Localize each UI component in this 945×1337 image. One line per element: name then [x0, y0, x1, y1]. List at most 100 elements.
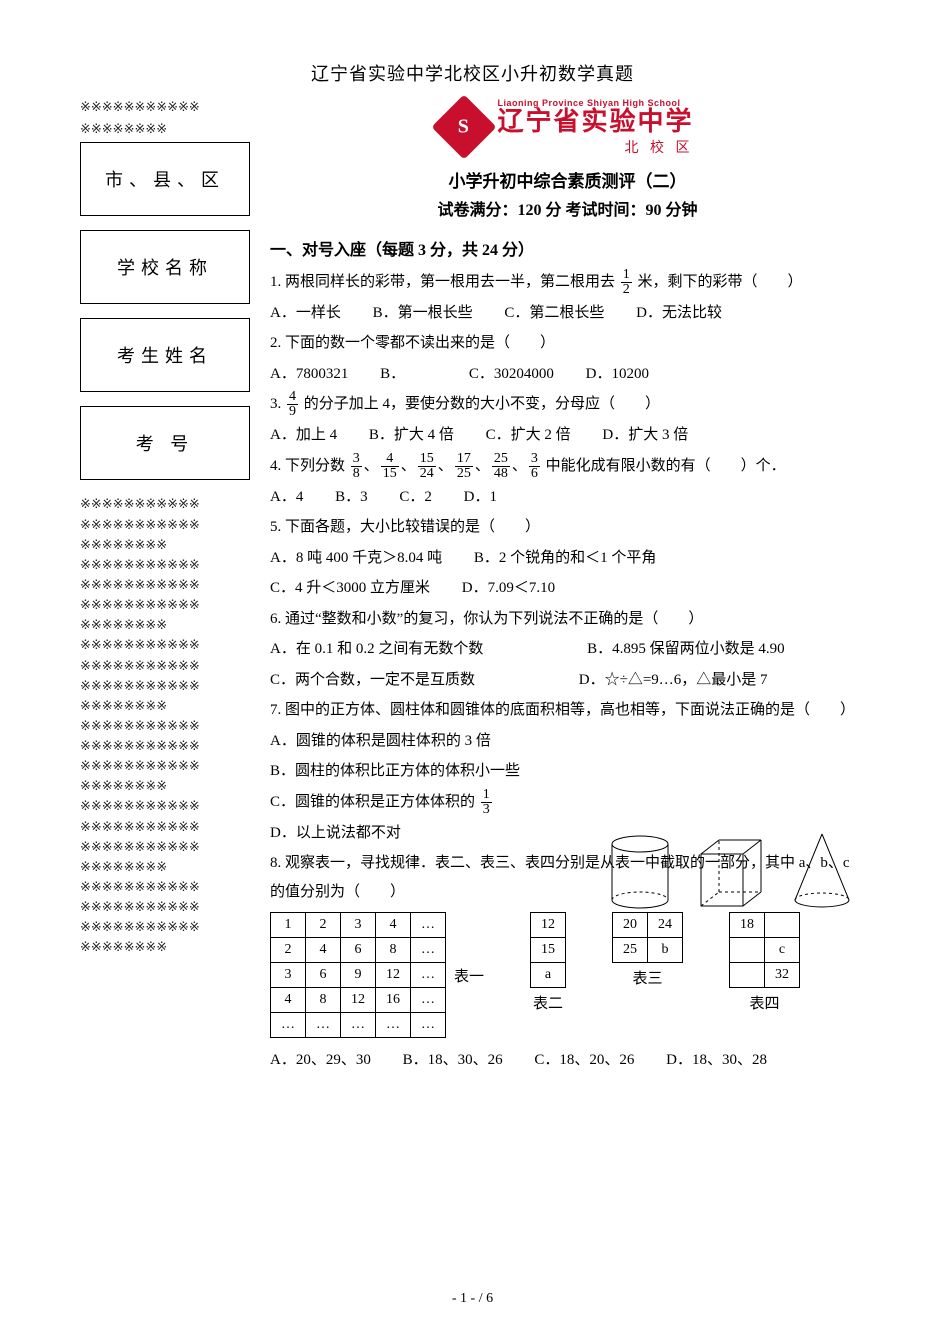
q6-opt-b: B．4.895 保留两位小数是 4.90: [587, 635, 785, 664]
q7-frac: 1 3: [481, 788, 492, 817]
t4-cell: c: [765, 938, 800, 963]
t4-cell: [730, 963, 765, 988]
q8-table-4: 18c32: [729, 912, 800, 988]
cone-icon: [789, 830, 855, 912]
t1-cell: 12: [376, 963, 411, 988]
t3-cell: 24: [648, 913, 683, 938]
t1-cell: 4: [376, 913, 411, 938]
q1-frac-den: 2: [621, 283, 632, 297]
q8-t3-label: 表三: [633, 967, 663, 988]
q6-opt-d: D．☆÷△=9…6，△最小是 7: [579, 666, 768, 695]
q8-t2-label: 表二: [533, 992, 563, 1013]
t4-cell: 32: [765, 963, 800, 988]
q4-frac-0: 38: [351, 452, 362, 481]
q4-opt-c: C．2: [399, 483, 432, 512]
t1-cell: …: [306, 1013, 341, 1038]
info-box-district: 市、县、区: [80, 142, 250, 216]
q3-stem: 3. 4 9 的分子加上 4，要使分数的大小不变，分母应（ ）: [270, 390, 865, 419]
q7-shapes: [605, 830, 855, 912]
school-name-cn: 辽宁省实验中学: [497, 108, 693, 137]
q1-opt-a: A．一样长: [270, 299, 341, 328]
t2-cell: 15: [531, 938, 566, 963]
q4-frac-2: 1524: [418, 452, 436, 481]
q8-t4-unit: 18c32 表四: [729, 912, 800, 1013]
q8-opt-a: A．20、29、30: [270, 1046, 371, 1075]
q8-tables: 1234…2468…36912…481216……………… 表一 1215a 表二…: [270, 912, 865, 1038]
t4-cell: [730, 938, 765, 963]
q8-opt-b: B．18、30、26: [403, 1046, 503, 1075]
q2-opt-c: C．30204000: [469, 360, 554, 389]
t3-cell: b: [648, 938, 683, 963]
q6-opt-c: C．两个合数，一定不是互质数: [270, 666, 475, 695]
t1-cell: …: [376, 1013, 411, 1038]
q5-options-row2: C．4 升＜3000 立方厘米 D．7.09＜7.10: [270, 574, 865, 603]
t1-cell: …: [411, 913, 446, 938]
t1-cell: 16: [376, 988, 411, 1013]
q1-opt-c: C．第二根长些: [504, 299, 604, 328]
t1-cell: 12: [341, 988, 376, 1013]
t2-cell: a: [531, 963, 566, 988]
info-box-number: 考 号: [80, 406, 250, 480]
q2-opt-a: A．7800321: [270, 360, 348, 389]
q8-table-2: 1215a: [530, 912, 566, 988]
page-footer: - 1 - / 6: [0, 1291, 945, 1307]
q5-opt-d: D．7.09＜7.10: [462, 574, 555, 603]
q3-opt-b: B．扩大 4 倍: [369, 421, 454, 450]
t1-cell: …: [411, 938, 446, 963]
t4-cell: 18: [730, 913, 765, 938]
q8-table-3: 202425b: [612, 912, 683, 963]
seal-top-1: ※※※※※※※※※※※: [80, 98, 250, 116]
exam-title: 小学升初中综合素质测评（二）: [270, 167, 865, 192]
t4-cell: [765, 913, 800, 938]
q2-options: A．7800321 B． C．30204000 D．10200: [270, 360, 865, 389]
t1-cell: …: [411, 1013, 446, 1038]
q8-options: A．20、29、30 B．18、30、26 C．18、20、26 D．18、30…: [270, 1046, 865, 1075]
info-box-school: 学校名称: [80, 230, 250, 304]
q8-table-1: 1234…2468…36912…481216………………: [270, 912, 446, 1038]
q5-opt-c: C．4 升＜3000 立方厘米: [270, 574, 430, 603]
q4-frac-3: 1725: [455, 452, 473, 481]
q1-stem-b: 米，剩下的彩带（ ）: [638, 274, 803, 290]
q1-frac: 1 2: [621, 268, 632, 297]
cylinder-icon: [605, 834, 675, 912]
t1-cell: 8: [306, 988, 341, 1013]
school-logo-icon: S: [432, 95, 497, 160]
t1-cell: 3: [341, 913, 376, 938]
q4-stem-a: 4. 下列分数: [270, 458, 345, 474]
q1-opt-b: B．第一根长些: [373, 299, 473, 328]
q6-options-row1: A．在 0.1 和 0.2 之间有无数个数 B．4.895 保留两位小数是 4.…: [270, 635, 865, 664]
t1-cell: …: [271, 1013, 306, 1038]
q4-stem: 4. 下列分数 38、415、1524、1725、2548、36 中能化成有限小…: [270, 452, 865, 481]
q3-frac-den: 9: [287, 405, 298, 419]
q7-frac-num: 1: [481, 788, 492, 803]
t1-cell: 9: [341, 963, 376, 988]
left-column: ※※※※※※※※※※※ ※※※※※※※※ 市、县、区 学校名称 考生姓名 考 号…: [80, 98, 250, 958]
school-campus: 北 校 区: [497, 137, 693, 157]
q7-opt-c-text: C．圆锥的体积是正方体体积的: [270, 794, 475, 810]
t3-cell: 25: [613, 938, 648, 963]
seal-block: ※※※※※※※※※※※ ※※※※※※※※※※※ ※※※※※※※※ ※※※※※※※…: [80, 494, 250, 957]
q5-opt-a: A．8 吨 400 千克＞8.04 吨: [270, 544, 442, 573]
q4-opt-a: A．4: [270, 483, 303, 512]
q3-opt-c: C．扩大 2 倍: [486, 421, 571, 450]
q8-opt-d: D．18、30、28: [666, 1046, 767, 1075]
q5-stem: 5. 下面各题，大小比较错误的是（ ）: [270, 513, 865, 542]
q4-fracs: 38、415、1524、1725、2548、36: [349, 458, 542, 474]
t1-cell: 6: [306, 963, 341, 988]
info-boxes: 市、县、区 学校名称 考生姓名 考 号: [80, 142, 250, 480]
logo-glyph: S: [459, 116, 470, 139]
q6-stem: 6. 通过“整数和小数”的复习，你认为下列说法不正确的是（ ）: [270, 605, 865, 634]
t1-cell: …: [341, 1013, 376, 1038]
q8-t3-unit: 202425b 表三: [612, 912, 683, 988]
school-logo-row: S Liaoning Province Shiyan High School 辽…: [270, 98, 865, 157]
q6-opt-a: A．在 0.1 和 0.2 之间有无数个数: [270, 635, 483, 664]
q3-opt-a: A．加上 4: [270, 421, 337, 450]
t2-cell: 12: [531, 913, 566, 938]
q3-frac: 4 9: [287, 390, 298, 419]
q5-opt-b: B．2 个锐角的和＜1 个平角: [474, 544, 657, 573]
q1-opt-d: D．无法比较: [636, 299, 722, 328]
q3-opt-d: D．扩大 3 倍: [602, 421, 688, 450]
exam-meta: 试卷满分：120 分 考试时间：90 分钟: [270, 196, 865, 220]
content-row: ※※※※※※※※※※※ ※※※※※※※※ 市、县、区 学校名称 考生姓名 考 号…: [80, 98, 865, 1077]
info-box-student: 考生姓名: [80, 318, 250, 392]
